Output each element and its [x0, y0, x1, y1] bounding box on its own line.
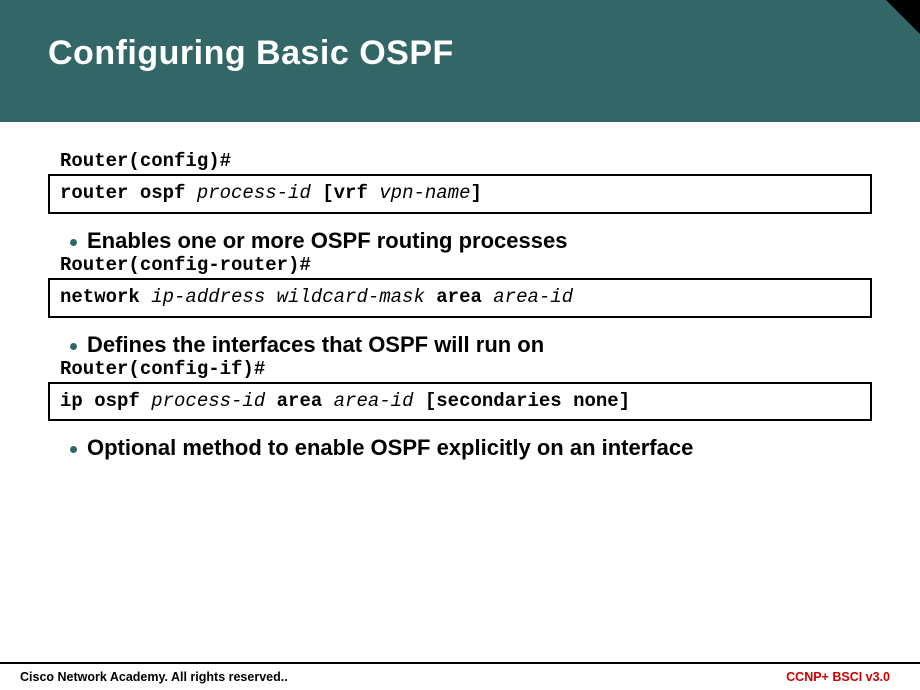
block-2: Router(config-router)# network ip-addres…	[48, 254, 872, 358]
cmd-token: process-id	[197, 182, 322, 204]
cmd-token: network	[60, 286, 151, 308]
prompt-label: Router(config)#	[60, 150, 872, 172]
bullet-text: Defines the interfaces that OSPF will ru…	[87, 332, 544, 358]
slide-footer: Cisco Network Academy. All rights reserv…	[0, 662, 920, 690]
footer-left-text: Cisco Network Academy. All rights reserv…	[20, 670, 288, 684]
cmd-token: ip ospf	[60, 390, 151, 412]
bullet-dot-icon	[70, 446, 77, 453]
corner-fold	[886, 0, 920, 34]
prompt-label: Router(config-router)#	[60, 254, 872, 276]
command-box-2: network ip-address wildcard-mask area ar…	[48, 278, 872, 318]
slide-title: Configuring Basic OSPF	[48, 34, 920, 73]
cmd-token: area-id	[493, 286, 573, 308]
command-box-1: router ospf process-id [vrf vpn-name]	[48, 174, 872, 214]
slide-header: Configuring Basic OSPF	[0, 0, 920, 122]
bullet-item: Enables one or more OSPF routing process…	[48, 214, 872, 254]
slide-content: Router(config)# router ospf process-id […	[0, 122, 920, 461]
cmd-token: area	[436, 286, 493, 308]
footer-right-text: CCNP+ BSCI v3.0	[786, 670, 890, 684]
bullet-text: Optional method to enable OSPF explicitl…	[87, 435, 693, 461]
cmd-token: [secondaries none]	[425, 390, 630, 412]
bullet-dot-icon	[70, 343, 77, 350]
cmd-token: process-id	[151, 390, 276, 412]
bullet-item: Defines the interfaces that OSPF will ru…	[48, 318, 872, 358]
bullet-text: Enables one or more OSPF routing process…	[87, 228, 567, 254]
cmd-token: router ospf	[60, 182, 197, 204]
cmd-token: vpn-name	[379, 182, 470, 204]
cmd-token: area-id	[334, 390, 425, 412]
cmd-token: ]	[470, 182, 481, 204]
block-3: Router(config-if)# ip ospf process-id ar…	[48, 358, 872, 462]
cmd-token: area	[277, 390, 334, 412]
cmd-token: ip-address wildcard-mask	[151, 286, 436, 308]
cmd-token: [vrf	[322, 182, 379, 204]
bullet-item: Optional method to enable OSPF explicitl…	[48, 421, 872, 461]
prompt-label: Router(config-if)#	[60, 358, 872, 380]
block-1: Router(config)# router ospf process-id […	[48, 150, 872, 254]
command-box-3: ip ospf process-id area area-id [seconda…	[48, 382, 872, 422]
bullet-dot-icon	[70, 239, 77, 246]
